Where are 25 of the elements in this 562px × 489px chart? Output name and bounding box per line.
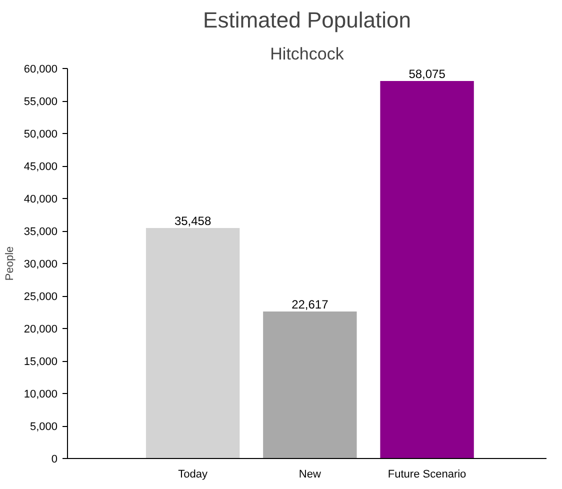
bar <box>146 228 240 458</box>
bar <box>263 311 357 458</box>
chart-title: Estimated Population <box>203 8 411 32</box>
y-tick-label: 30,000 <box>24 258 58 270</box>
y-tick-label: 60,000 <box>24 64 58 76</box>
y-tick-label: 20,000 <box>24 324 58 336</box>
y-tick-label: 50,000 <box>24 128 58 140</box>
x-tick-label: New <box>298 468 321 480</box>
y-tick-label: 10,000 <box>24 388 58 400</box>
data-label: 58,075 <box>408 67 446 82</box>
x-tick-label: Future Scenario <box>388 468 466 480</box>
data-label: 22,617 <box>292 297 329 312</box>
y-tick-label: 55,000 <box>24 96 58 108</box>
chart-subtitle: Hitchcock <box>270 44 344 64</box>
y-tick-label: 35,000 <box>24 226 58 238</box>
y-tick-label: 15,000 <box>24 356 58 368</box>
y-axis-title: People <box>4 246 16 281</box>
data-label: 35,458 <box>174 214 212 228</box>
y-tick-label: 25,000 <box>24 291 58 303</box>
y-tick-label: 40,000 <box>24 194 58 206</box>
y-tick-label: 45,000 <box>24 161 58 173</box>
bar <box>380 81 474 458</box>
y-tick-label: 5,000 <box>30 421 58 433</box>
x-tick-label: Today <box>178 468 208 480</box>
y-tick-label: 0 <box>51 454 58 466</box>
